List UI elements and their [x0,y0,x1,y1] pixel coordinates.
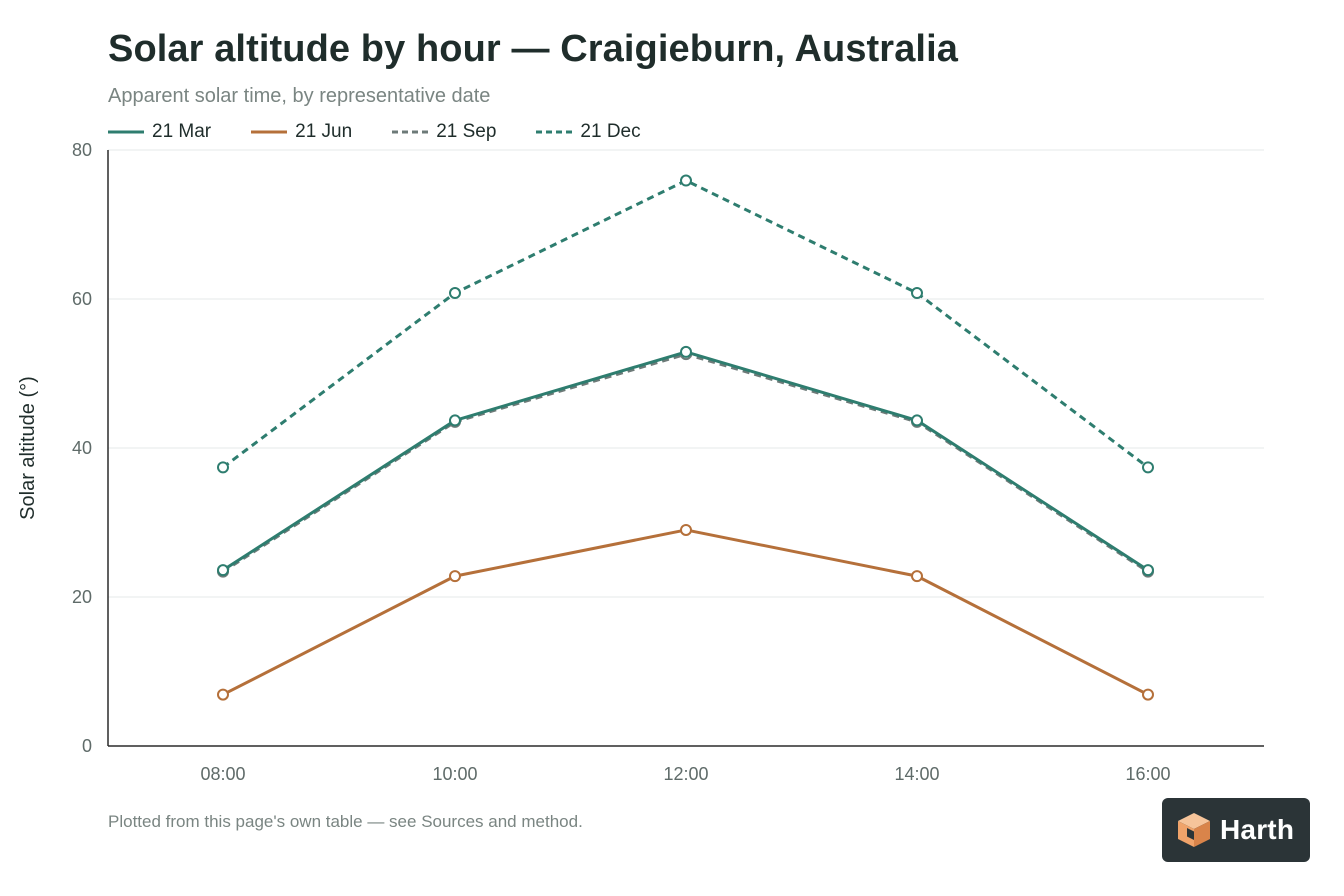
legend-item-21-dec: 21 Dec [536,121,641,143]
chart-footnote: Plotted from this page's own table — see… [108,812,583,831]
legend-swatch-21-jun [251,130,288,134]
y-tick-label: 0 [82,736,92,756]
legend-label: 21 Sep [436,121,497,142]
legend-swatch-21-mar [108,130,144,134]
x-tick-label: 12:00 [663,764,708,784]
legend-item-21-sep: 21 Sep [392,121,496,143]
legend-swatch-21-sep [392,130,429,134]
y-axis-label: Solar altitude (°) [17,376,39,520]
x-tick-label: 10:00 [432,764,477,784]
legend-label: 21 Mar [152,121,212,142]
series-line-21-sep [222,352,1149,573]
x-tick-label: 08:00 [200,764,245,784]
x-tick-label: 14:00 [894,764,939,784]
y-tick-label: 20 [72,587,92,607]
data-point-21-jun [449,570,461,583]
data-point-21-jun [1142,688,1154,701]
chart-subtitle: Apparent solar time, by representative d… [108,85,491,107]
chart-title: Solar altitude by hour — Craigieburn, Au… [108,28,958,70]
legend-item-21-jun: 21 Jun [251,121,352,143]
cube-icon [1178,813,1210,847]
legend-label: 21 Dec [580,121,641,142]
series-line-21-jun [222,528,1149,696]
data-point-21-mar [680,345,692,358]
data-point-21-jun [680,523,692,536]
series-line-21-mar [222,350,1149,572]
y-tick-label: 60 [72,289,92,309]
data-point-21-dec [1142,461,1154,474]
data-point-21-mar [449,414,461,427]
y-tick-label: 40 [72,438,92,458]
data-point-21-mar [911,414,923,427]
data-point-21-dec [217,461,229,474]
harth-logo[interactable]: Harth [1162,798,1310,862]
legend-swatch-21-dec [536,130,573,134]
data-point-21-dec [680,174,692,187]
series-line-21-dec [222,179,1149,469]
data-point-21-mar [217,564,229,577]
logo-text: Harth [1220,814,1295,845]
data-point-21-dec [449,287,461,300]
chart-legend: 21 Mar 21 Jun 21 Sep 21 Dec [108,120,681,144]
data-point-21-dec [911,287,923,300]
x-tick-label: 16:00 [1125,764,1170,784]
data-point-21-jun [911,570,923,583]
legend-label: 21 Jun [295,121,353,142]
data-point-21-mar [1142,564,1154,577]
legend-item-21-mar: 21 Mar [108,121,211,143]
data-point-21-jun [217,688,229,701]
y-tick-label: 80 [72,140,92,160]
